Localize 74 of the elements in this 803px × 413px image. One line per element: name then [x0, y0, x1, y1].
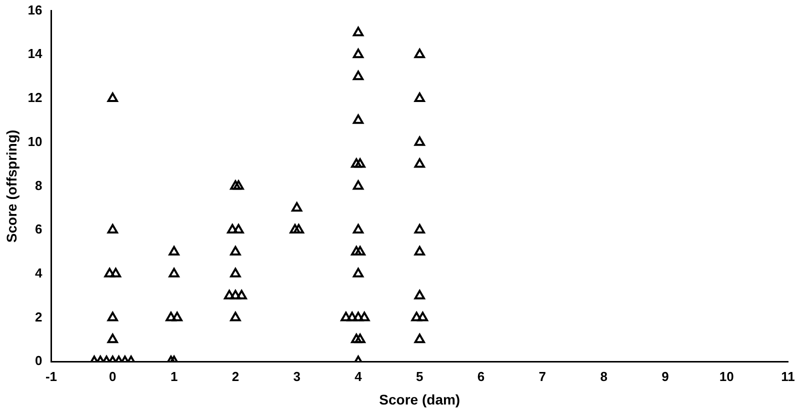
point — [230, 290, 241, 300]
point — [236, 290, 247, 300]
x-tick-label: 5 — [416, 368, 424, 384]
y-tick-label: 6 — [35, 222, 42, 237]
point — [230, 246, 241, 256]
point — [233, 180, 244, 190]
point — [352, 180, 364, 190]
point — [414, 48, 425, 58]
point — [352, 70, 364, 80]
point — [414, 290, 425, 300]
point — [352, 312, 364, 322]
point — [172, 312, 182, 322]
point — [107, 92, 118, 102]
x-axis-title: Score (dam) — [379, 391, 460, 408]
x-tick-label: 6 — [477, 368, 485, 384]
point — [293, 224, 304, 234]
point — [107, 224, 118, 234]
point — [352, 268, 364, 278]
y-tick-label: 10 — [28, 134, 42, 149]
x-tick-label: 11 — [781, 368, 795, 384]
point — [351, 246, 362, 256]
x-tick-label: 3 — [293, 368, 300, 384]
x-tick-label: 1 — [170, 368, 178, 384]
point — [414, 158, 425, 168]
point — [351, 158, 362, 168]
point — [110, 268, 122, 278]
point — [354, 334, 366, 344]
point — [224, 290, 235, 300]
point — [411, 312, 422, 322]
point — [352, 48, 364, 58]
y-tick-label: 4 — [35, 265, 44, 280]
point — [104, 268, 115, 278]
point — [292, 202, 302, 212]
point — [290, 224, 300, 234]
x-tick-label: 4 — [354, 368, 363, 384]
point — [107, 334, 118, 344]
point — [414, 224, 425, 234]
point — [230, 312, 241, 322]
x-tick-label: 2 — [232, 368, 240, 384]
point — [414, 92, 425, 102]
point — [414, 334, 425, 344]
point — [340, 312, 352, 322]
x-tick-label: 7 — [538, 368, 546, 384]
point — [230, 268, 241, 278]
y-tick-label: 14 — [28, 46, 44, 62]
x-tick-label: 0 — [109, 368, 116, 384]
point — [168, 268, 180, 278]
x-tick-label: -1 — [45, 368, 58, 384]
y-tick-label: 12 — [28, 90, 42, 106]
x-tick-label: 10 — [719, 368, 734, 384]
point — [414, 246, 425, 256]
y-axis-title: Score (offspring) — [3, 130, 20, 243]
point — [352, 224, 364, 234]
x-tick-label: 8 — [600, 368, 608, 384]
y-tick-label: 0 — [35, 353, 42, 368]
point — [346, 312, 358, 322]
point — [417, 312, 428, 322]
point — [351, 334, 362, 344]
point — [354, 246, 366, 256]
y-tick-label: 8 — [35, 178, 42, 193]
x-tick-label: 9 — [662, 368, 669, 384]
point — [352, 26, 364, 36]
point — [166, 312, 176, 322]
y-tick-label: 16 — [28, 2, 42, 18]
point — [354, 158, 366, 168]
point — [414, 136, 425, 146]
point — [359, 312, 370, 322]
point — [227, 224, 238, 234]
point — [233, 224, 244, 234]
point — [168, 246, 180, 256]
y-tick-label: 2 — [35, 309, 42, 324]
point — [352, 114, 364, 124]
point — [230, 180, 241, 190]
point — [107, 312, 118, 322]
